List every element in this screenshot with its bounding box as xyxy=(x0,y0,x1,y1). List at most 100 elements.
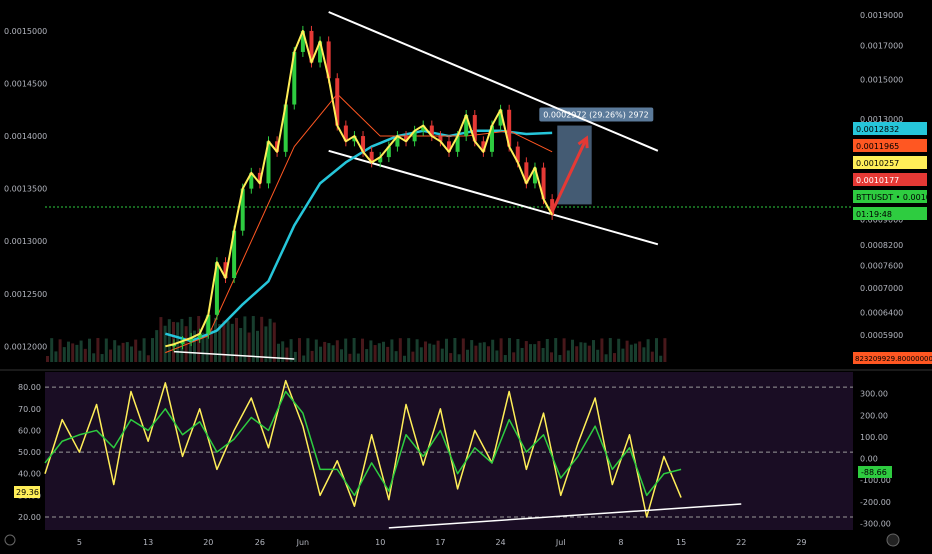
osc-left-tick: 50.00 xyxy=(18,448,41,457)
osc-left-tick: 20.00 xyxy=(18,513,41,522)
price-label: 0.0012832 xyxy=(856,125,899,134)
logo-icon[interactable] xyxy=(4,534,16,546)
volume-bar xyxy=(550,352,553,362)
volume-bar xyxy=(461,338,465,362)
candle-body xyxy=(300,30,305,52)
candle-body xyxy=(223,262,228,278)
volume-bar xyxy=(293,351,297,362)
volume-bar xyxy=(201,332,205,362)
target-arrow[interactable] xyxy=(550,137,588,213)
channel-lower-line[interactable] xyxy=(328,149,659,246)
volume-bar xyxy=(54,351,58,362)
candle-body xyxy=(515,146,520,163)
volume-bar xyxy=(205,316,209,362)
volume-bar xyxy=(508,338,511,362)
price-left-tick: 0.0012000 xyxy=(4,342,47,351)
volume-bar xyxy=(310,350,314,362)
volume-bar xyxy=(478,342,482,362)
candle-body xyxy=(292,51,297,105)
candle-body xyxy=(257,172,262,184)
volume-bar xyxy=(566,350,570,362)
osc-left-tick: 40.00 xyxy=(18,470,41,479)
ma-line xyxy=(164,129,553,343)
price-right-tick: 0.0007000 xyxy=(860,284,903,293)
candle-body xyxy=(507,109,512,147)
volume-bar xyxy=(327,343,331,362)
volume-bar xyxy=(104,338,108,362)
x-tick: 29 xyxy=(796,538,806,547)
volume-bar xyxy=(163,325,167,362)
candle-body xyxy=(283,104,288,152)
price-label-box xyxy=(853,207,927,220)
oscillator-pane xyxy=(44,379,853,529)
osc-trendline[interactable] xyxy=(388,503,742,529)
candle-body xyxy=(197,333,202,338)
volume-bar xyxy=(512,352,516,362)
volume-bar xyxy=(453,338,457,362)
volume-bar xyxy=(159,317,163,362)
candle-body xyxy=(352,136,357,142)
candle-body xyxy=(309,30,314,63)
candle-body xyxy=(378,157,383,163)
volume-bar xyxy=(386,346,390,362)
volume-bar xyxy=(600,338,604,362)
volume-bar xyxy=(268,318,272,362)
candle-body xyxy=(343,125,348,142)
volume-label-box xyxy=(853,352,932,364)
volume-bar xyxy=(449,353,453,362)
candle-body xyxy=(550,199,555,215)
settings-icon[interactable] xyxy=(886,533,900,547)
volume-bar xyxy=(629,344,633,362)
candle-body xyxy=(489,125,494,152)
x-tick: 20 xyxy=(203,538,213,547)
candle-body xyxy=(481,141,486,152)
volume-bar xyxy=(608,338,612,362)
volume-bar xyxy=(96,338,100,362)
volume-bar xyxy=(230,323,234,362)
osc-left-value: 29.36 xyxy=(16,488,39,497)
volume-bar xyxy=(487,346,490,362)
volume-bar xyxy=(264,326,268,362)
candle-body xyxy=(318,41,323,63)
measure-label-box xyxy=(539,107,654,122)
candle-body xyxy=(395,136,400,147)
price-left-tick: 0.0014500 xyxy=(4,79,47,88)
volume-bar xyxy=(298,338,301,362)
osc-left-value-box xyxy=(14,486,40,498)
price-pane: 0.0002972 (29.26%) 2972 xyxy=(45,11,853,362)
candle-body xyxy=(171,344,176,347)
volume-bar xyxy=(277,343,280,362)
x-tick: Jul xyxy=(555,538,566,547)
osc-left-tick: 70.00 xyxy=(18,405,41,414)
candle-body xyxy=(438,136,443,142)
volume-bar xyxy=(138,350,142,362)
volume-bar xyxy=(474,345,478,362)
volume-bar xyxy=(243,316,247,362)
price-right-tick: 0.0017000 xyxy=(860,41,903,50)
channel-upper-line[interactable] xyxy=(328,11,659,152)
osc-right-tick: 100.00 xyxy=(860,433,888,442)
volume-bar xyxy=(281,341,285,362)
volume-bar xyxy=(109,349,112,362)
volume-bar xyxy=(621,348,625,362)
candle-body xyxy=(524,162,529,184)
volume-bar xyxy=(71,343,75,362)
candle-body xyxy=(335,78,340,126)
price-label: 01:19:48 xyxy=(856,210,892,219)
volume-bar xyxy=(625,340,629,362)
volume-bar xyxy=(193,330,196,362)
volume-bar xyxy=(495,350,499,362)
price-right-tick: 0.0008200 xyxy=(860,241,903,250)
volume-bar xyxy=(46,356,49,362)
price-label-box xyxy=(853,122,927,135)
volume-bar xyxy=(88,338,91,362)
volume-trendline[interactable] xyxy=(173,350,295,360)
volume-bar xyxy=(663,338,667,362)
volume-bar xyxy=(247,332,251,362)
candle-body xyxy=(249,172,254,189)
volume-bar xyxy=(113,340,117,362)
volume-bar xyxy=(482,342,486,362)
price-right-tick: 0.0005900 xyxy=(860,331,903,340)
